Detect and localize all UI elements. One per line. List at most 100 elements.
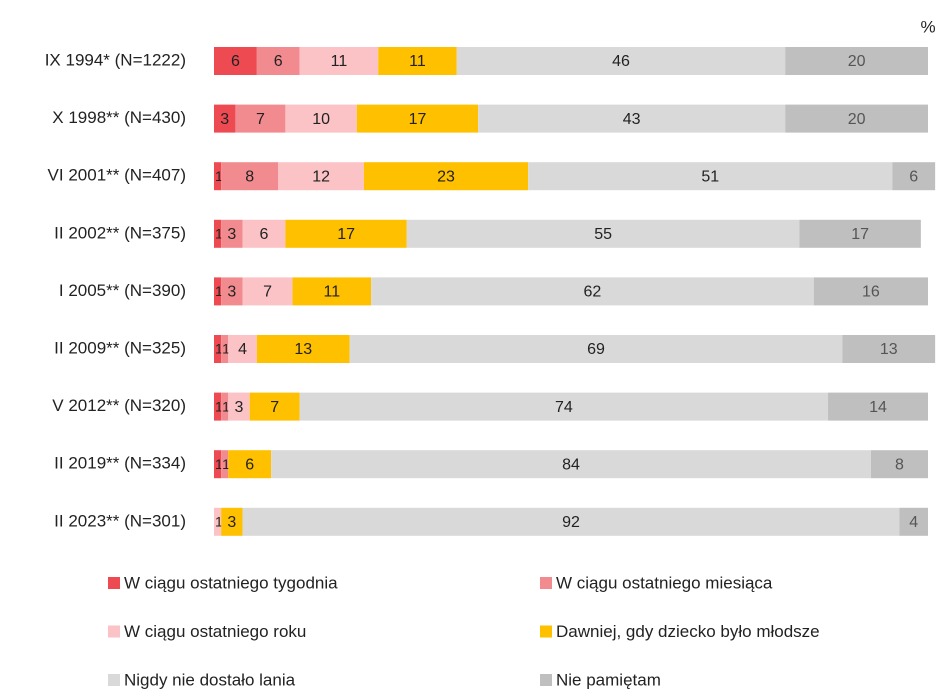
category-label: V 2012** (N=320) bbox=[52, 396, 186, 415]
unit-label: % bbox=[920, 17, 935, 36]
legend-label: Nigdy nie dostało lania bbox=[124, 670, 296, 689]
bar-segment bbox=[285, 104, 357, 133]
bar-segment bbox=[299, 392, 829, 421]
data-label: 6 bbox=[274, 53, 283, 70]
bar-segment bbox=[278, 162, 364, 191]
data-label: 3 bbox=[227, 284, 236, 301]
legend-label: Dawniej, gdy dziecko było młodsze bbox=[556, 622, 820, 641]
bar-segment bbox=[214, 507, 222, 536]
bar-segment bbox=[221, 335, 229, 363]
bar-segment bbox=[214, 450, 222, 479]
bar-segment bbox=[406, 219, 800, 248]
data-label: 11 bbox=[409, 53, 426, 70]
bar-segment bbox=[363, 162, 529, 191]
data-label: 1 bbox=[222, 341, 230, 357]
category-label: I 2005** (N=390) bbox=[59, 281, 186, 300]
data-label: 17 bbox=[851, 226, 869, 243]
data-label: 13 bbox=[294, 341, 312, 358]
data-label: 6 bbox=[231, 53, 240, 70]
bar-segment bbox=[214, 277, 222, 306]
data-label: 17 bbox=[337, 226, 355, 243]
legend-label: W ciągu ostatniego roku bbox=[124, 622, 306, 641]
data-label: 1 bbox=[215, 456, 223, 472]
category-label: X 1998** (N=430) bbox=[52, 108, 186, 127]
data-label: 17 bbox=[409, 111, 427, 128]
category-label: II 2002** (N=375) bbox=[54, 223, 186, 242]
bar-segment bbox=[349, 335, 843, 363]
data-label: 43 bbox=[623, 111, 641, 128]
data-label: 6 bbox=[260, 226, 269, 243]
data-label: 11 bbox=[331, 53, 348, 70]
data-label: 1 bbox=[215, 341, 223, 357]
bar-segment bbox=[799, 219, 921, 248]
bar-segment bbox=[228, 450, 272, 479]
data-label: 6 bbox=[245, 456, 254, 473]
bar-segment bbox=[256, 47, 300, 75]
bar-segment bbox=[214, 392, 222, 421]
data-label: 7 bbox=[270, 399, 279, 416]
bar-segment bbox=[828, 392, 928, 421]
bar-segment bbox=[221, 392, 229, 421]
bar-segment bbox=[292, 277, 372, 306]
data-label: 4 bbox=[909, 514, 918, 531]
data-label: 3 bbox=[227, 514, 236, 531]
category-label: VI 2001** (N=407) bbox=[48, 166, 186, 185]
legend-swatch bbox=[540, 674, 552, 686]
bar-segment bbox=[242, 507, 900, 536]
bar-segment bbox=[249, 392, 300, 421]
bar-segment bbox=[228, 335, 257, 363]
data-label: 10 bbox=[312, 111, 330, 128]
data-label: 74 bbox=[555, 399, 573, 416]
bar-segment bbox=[221, 162, 279, 191]
data-label: 6 bbox=[909, 168, 918, 185]
bar-segment bbox=[242, 277, 293, 306]
data-label: 1 bbox=[222, 456, 230, 472]
data-label: 55 bbox=[594, 226, 612, 243]
bar-segment bbox=[478, 104, 786, 133]
category-label: II 2009** (N=325) bbox=[54, 338, 186, 357]
bar-segment bbox=[813, 277, 928, 306]
data-label: 3 bbox=[235, 399, 244, 416]
data-label: 84 bbox=[562, 456, 580, 473]
legend-swatch bbox=[540, 625, 552, 638]
bar-segment bbox=[214, 104, 236, 133]
bar-segment bbox=[299, 47, 379, 75]
data-label: 1 bbox=[215, 283, 223, 299]
data-label: 7 bbox=[263, 284, 272, 301]
data-label: 20 bbox=[848, 111, 866, 128]
bar-segment bbox=[256, 335, 350, 363]
bar-segment bbox=[892, 162, 936, 191]
bar-segment bbox=[899, 507, 928, 536]
bar-segment bbox=[785, 47, 928, 75]
bar-segment bbox=[371, 277, 814, 306]
data-label: 1 bbox=[222, 398, 230, 414]
data-label: 7 bbox=[256, 111, 265, 128]
bar-segment bbox=[285, 219, 407, 248]
bar-segment bbox=[214, 162, 222, 191]
legend-label: W ciągu ostatniego miesiąca bbox=[556, 573, 773, 592]
data-label: 16 bbox=[862, 284, 880, 301]
data-label: 1 bbox=[215, 168, 223, 184]
category-label: IX 1994* (N=1222) bbox=[45, 50, 186, 69]
data-label: 23 bbox=[437, 168, 455, 185]
data-label: 8 bbox=[245, 168, 254, 185]
bar-segment bbox=[221, 277, 243, 306]
legend-swatch bbox=[540, 577, 552, 589]
legend-label: W ciągu ostatniego tygodnia bbox=[124, 573, 338, 592]
data-label: 20 bbox=[848, 53, 866, 70]
category-label: II 2019** (N=334) bbox=[54, 454, 186, 473]
bar-segment bbox=[228, 392, 250, 421]
bar-segment bbox=[528, 162, 893, 191]
data-label: 51 bbox=[701, 168, 719, 185]
data-label: 69 bbox=[587, 341, 605, 358]
bar-segment bbox=[214, 47, 257, 75]
bar-segment bbox=[842, 335, 936, 363]
bar-segment bbox=[214, 335, 222, 363]
bar-segment bbox=[870, 450, 928, 479]
data-label: 14 bbox=[869, 399, 887, 416]
data-label: 1 bbox=[215, 514, 223, 530]
bar-segment bbox=[221, 219, 243, 248]
bar-segment bbox=[271, 450, 871, 479]
bar-segment bbox=[214, 219, 222, 248]
